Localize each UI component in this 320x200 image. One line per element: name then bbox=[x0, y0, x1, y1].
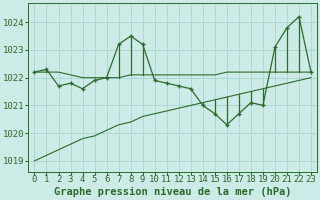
X-axis label: Graphe pression niveau de la mer (hPa): Graphe pression niveau de la mer (hPa) bbox=[54, 187, 292, 197]
